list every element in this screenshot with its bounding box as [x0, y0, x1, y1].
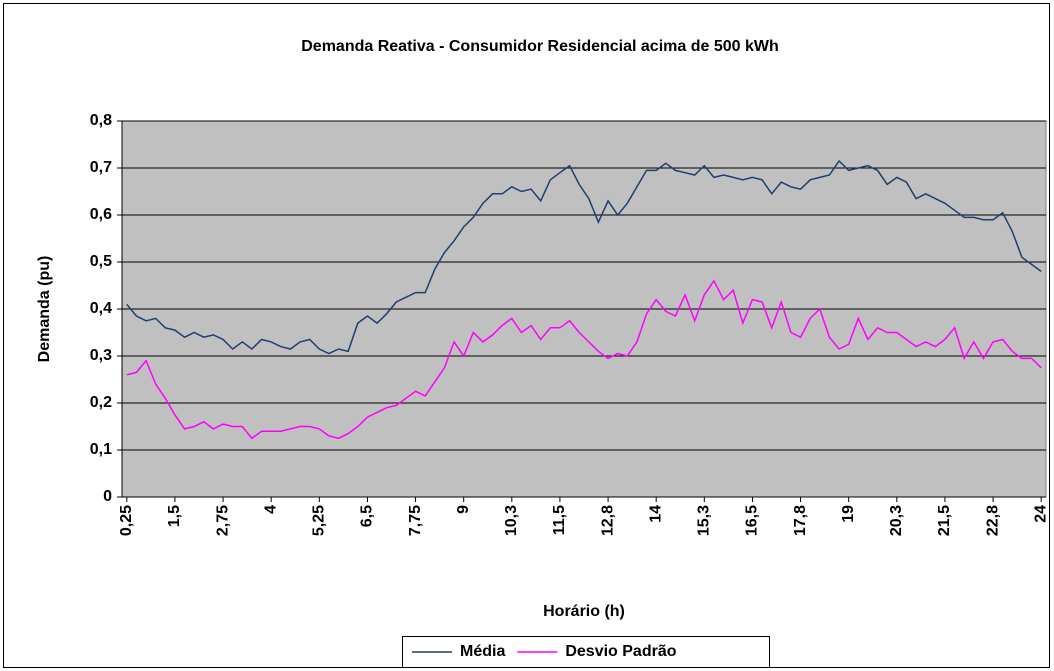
y-tick-label: 0,7: [90, 159, 112, 176]
x-tick-label: 4: [262, 505, 279, 514]
x-tick-label: 2,75: [214, 505, 231, 536]
y-tick-label: 0,2: [90, 394, 112, 411]
x-tick-label: 7,75: [407, 505, 424, 536]
y-tick-label: 0,8: [90, 112, 112, 129]
x-tick-label: 16,5: [744, 505, 761, 536]
y-axis-title: Demanda (pu): [36, 256, 53, 363]
legend-label: Média: [460, 643, 505, 660]
x-tick-label: 19: [840, 505, 857, 523]
x-tick-label: 24: [1032, 505, 1049, 523]
legend-box: [402, 636, 770, 668]
x-tick-label: 10,3: [503, 505, 520, 536]
x-tick-label: 20,3: [888, 505, 905, 536]
x-tick-label: 21,5: [936, 505, 953, 536]
legend-label: Desvio Padrão: [565, 643, 676, 660]
x-tick-label: 9: [455, 505, 472, 514]
y-tick-label: 0,4: [90, 300, 112, 317]
y-tick-label: 0,5: [90, 253, 112, 270]
x-tick-label: 22,8: [984, 505, 1001, 536]
chart-title: Demanda Reativa - Consumidor Residencial…: [301, 38, 779, 55]
x-tick-label: 6,5: [359, 505, 376, 527]
x-tick-label: 0,25: [118, 505, 135, 536]
y-tick-label: 0,1: [90, 441, 112, 458]
x-tick-label: 5,25: [311, 505, 328, 536]
x-tick-label: 15,3: [696, 505, 713, 536]
x-tick-label: 11,5: [551, 505, 568, 535]
x-tick-label: 17,8: [792, 505, 809, 536]
y-tick-label: 0: [103, 488, 112, 505]
series-line: [126, 279, 1042, 440]
y-tick-label: 0,6: [90, 206, 112, 223]
x-tick-label: 1,5: [166, 505, 183, 527]
x-axis-title: Horário (h): [543, 603, 625, 620]
series-line: [126, 159, 1042, 355]
x-tick-label: 12,8: [599, 505, 616, 536]
x-tick-label: 14: [647, 505, 664, 523]
y-tick-label: 0,3: [90, 347, 112, 364]
